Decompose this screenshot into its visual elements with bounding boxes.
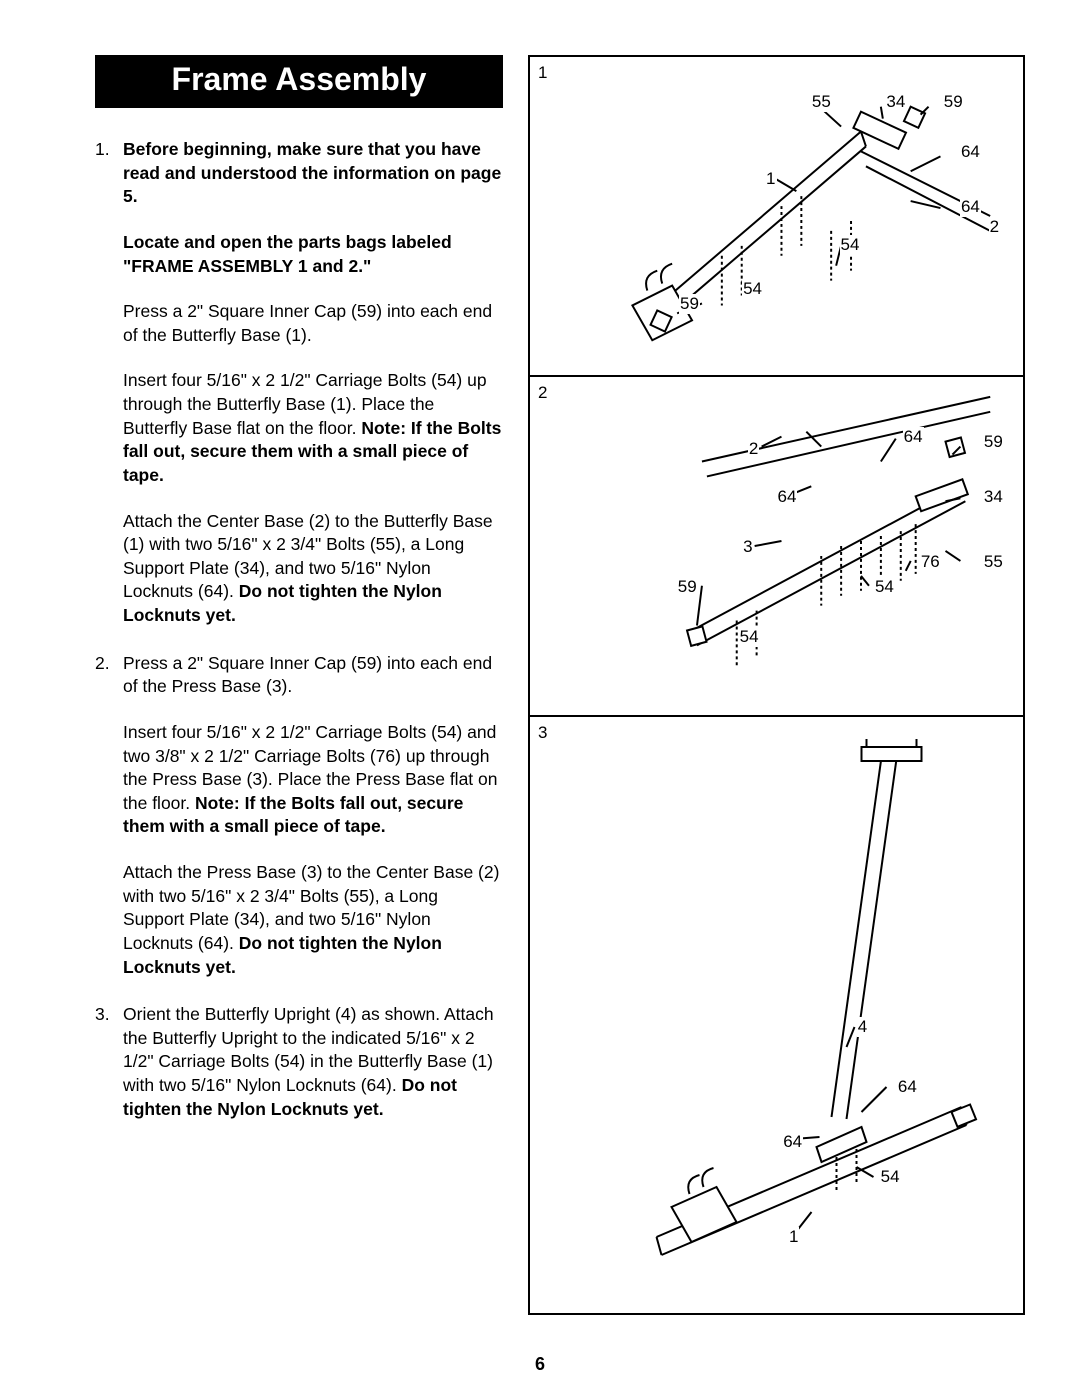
instructions-column: Frame Assembly 1.Before beginning, make … — [95, 55, 503, 1315]
diagram-panel-3: 3 — [530, 717, 1023, 1313]
diagram-label: 64 — [960, 197, 981, 217]
panel-number: 1 — [538, 63, 547, 83]
diagram-label: 76 — [920, 552, 941, 572]
diagram-label: 1 — [788, 1227, 799, 1247]
diagram-label: 54 — [880, 1167, 901, 1187]
step-number: 1. — [95, 138, 123, 628]
diagram-label: 59 — [983, 432, 1004, 452]
step-paragraph: Insert four 5/16" x 2 1/2" Carriage Bolt… — [123, 721, 503, 839]
diagram-label: 54 — [742, 279, 763, 299]
step-paragraph: Insert four 5/16" x 2 1/2" Carriage Bolt… — [123, 369, 503, 487]
diagram-2-svg — [530, 377, 1023, 715]
diagram-label: 59 — [943, 92, 964, 112]
step-paragraph: Locate and open the parts bags labeled "… — [123, 231, 503, 278]
diagram-label: 1 — [765, 169, 776, 189]
text-run: Locate and open the parts bags labeled "… — [123, 232, 452, 276]
diagram-label: 2 — [748, 439, 759, 459]
step-paragraph: Orient the Butterfly Upright (4) as show… — [123, 1003, 503, 1121]
diagram-label: 64 — [903, 427, 924, 447]
step-body: Before beginning, make sure that you hav… — [123, 138, 503, 628]
diagram-label: 64 — [782, 1132, 803, 1152]
diagram-label: 59 — [679, 294, 700, 314]
diagram-label: 54 — [739, 627, 760, 647]
diagram-column: 1 — [528, 55, 1025, 1315]
diagram-label: 34 — [885, 92, 906, 112]
step-paragraph: Press a 2" Square Inner Cap (59) into ea… — [123, 300, 503, 347]
diagram-panel-2: 2 — [530, 377, 1023, 717]
diagram-label: 55 — [983, 552, 1004, 572]
diagram-label: 55 — [811, 92, 832, 112]
diagram-label: 54 — [874, 577, 895, 597]
step-number: 3. — [95, 1003, 123, 1121]
diagram-panel-1: 1 — [530, 57, 1023, 377]
diagram-label: 2 — [989, 217, 1000, 237]
diagram-label: 34 — [983, 487, 1004, 507]
step: 2.Press a 2" Square Inner Cap (59) into … — [95, 652, 503, 980]
diagram-3-svg — [530, 717, 1023, 1313]
text-run: Press a 2" Square Inner Cap (59) into ea… — [123, 653, 492, 697]
diagram-label: 64 — [777, 487, 798, 507]
diagram-label: 64 — [897, 1077, 918, 1097]
diagram-label: 54 — [840, 235, 861, 255]
step-paragraph: Attach the Center Base (2) to the Butter… — [123, 510, 503, 628]
text-run: Before beginning, make sure that you hav… — [123, 139, 501, 206]
steps-list: 1.Before beginning, make sure that you h… — [95, 138, 503, 1121]
step-body: Press a 2" Square Inner Cap (59) into ea… — [123, 652, 503, 980]
step: 1.Before beginning, make sure that you h… — [95, 138, 503, 628]
diagram-label: 3 — [742, 537, 753, 557]
step-paragraph: Attach the Press Base (3) to the Center … — [123, 861, 503, 979]
diagram-label: 64 — [960, 142, 981, 162]
step-paragraph: Press a 2" Square Inner Cap (59) into ea… — [123, 652, 503, 699]
text-run: Press a 2" Square Inner Cap (59) into ea… — [123, 301, 492, 345]
step-paragraph: Before beginning, make sure that you hav… — [123, 138, 503, 209]
step-number: 2. — [95, 652, 123, 980]
step-body: Orient the Butterfly Upright (4) as show… — [123, 1003, 503, 1121]
page-number: 6 — [0, 1354, 1080, 1375]
diagram-label: 4 — [857, 1017, 868, 1037]
panel-number: 3 — [538, 723, 547, 743]
step: 3.Orient the Butterfly Upright (4) as sh… — [95, 1003, 503, 1121]
diagram-label: 59 — [677, 577, 698, 597]
section-title: Frame Assembly — [95, 55, 503, 108]
panel-number: 2 — [538, 383, 547, 403]
